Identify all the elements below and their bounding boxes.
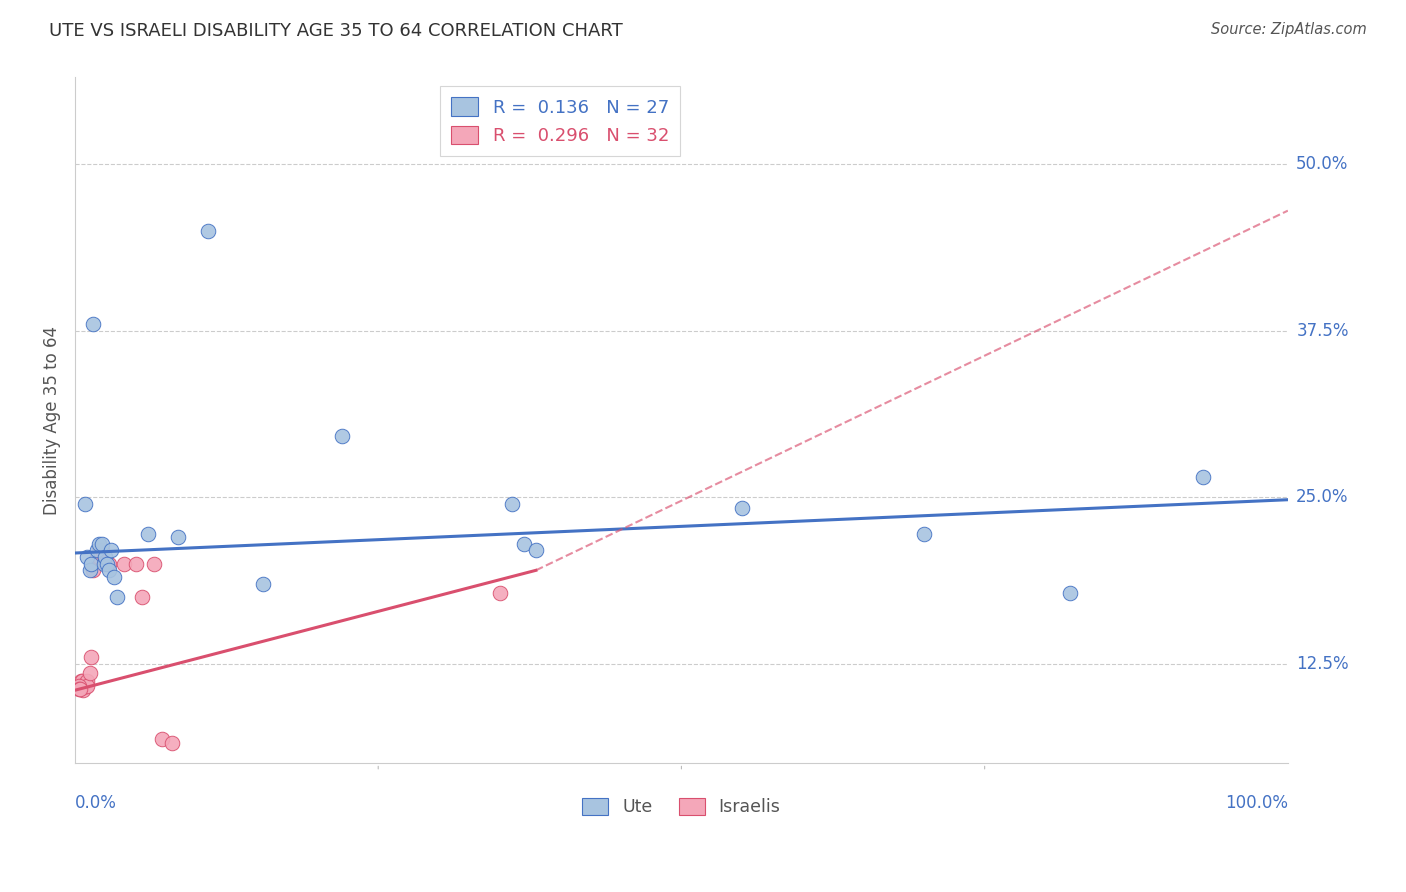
Point <box>70 679 93 693</box>
Point <box>76 679 98 693</box>
Point <box>513 537 536 551</box>
Legend: Ute, Israelis: Ute, Israelis <box>575 790 787 823</box>
Point <box>90 537 112 551</box>
Point <box>488 586 510 600</box>
Point <box>73 676 96 690</box>
Text: UTE VS ISRAELI DISABILITY AGE 35 TO 64 CORRELATION CHART: UTE VS ISRAELI DISABILITY AGE 35 TO 64 C… <box>49 22 623 40</box>
Point <box>72 679 94 693</box>
Point <box>82 317 104 331</box>
Point <box>142 557 165 571</box>
Point <box>80 557 103 571</box>
Point <box>150 732 173 747</box>
Point <box>89 537 111 551</box>
Point <box>1059 586 1081 600</box>
Text: 12.5%: 12.5% <box>1296 655 1348 673</box>
Point <box>89 543 111 558</box>
Point <box>136 527 159 541</box>
Point <box>100 543 122 558</box>
Point <box>131 590 153 604</box>
Text: 0.0%: 0.0% <box>75 794 117 812</box>
Point <box>72 673 94 688</box>
Point <box>94 549 117 564</box>
Point <box>79 665 101 680</box>
Point <box>70 673 93 688</box>
Point <box>76 673 98 688</box>
Point <box>160 737 183 751</box>
Y-axis label: Disability Age 35 to 64: Disability Age 35 to 64 <box>44 326 60 515</box>
Text: 100.0%: 100.0% <box>1225 794 1288 812</box>
Point <box>75 679 97 693</box>
Point <box>90 543 112 558</box>
Point <box>197 224 219 238</box>
Point <box>96 557 118 571</box>
Point <box>69 679 91 693</box>
Point <box>1192 470 1215 484</box>
Text: Source: ZipAtlas.com: Source: ZipAtlas.com <box>1211 22 1367 37</box>
Point <box>89 549 111 564</box>
Point <box>79 563 101 577</box>
Text: 37.5%: 37.5% <box>1296 321 1348 340</box>
Point <box>731 500 754 515</box>
Point <box>86 543 108 558</box>
Point <box>107 590 129 604</box>
Point <box>82 563 104 577</box>
Point <box>67 679 90 693</box>
Point <box>73 679 96 693</box>
Point <box>94 549 117 564</box>
Point <box>98 563 121 577</box>
Point <box>912 527 935 541</box>
Point <box>86 549 108 564</box>
Point <box>67 681 90 696</box>
Point <box>80 649 103 664</box>
Point <box>72 679 94 693</box>
Point <box>167 530 190 544</box>
Point <box>501 497 523 511</box>
Point <box>98 557 121 571</box>
Point <box>93 557 115 571</box>
Point <box>124 557 146 571</box>
Point <box>524 543 547 558</box>
Point <box>67 679 90 693</box>
Point <box>252 576 274 591</box>
Point <box>69 681 91 696</box>
Point <box>330 429 353 443</box>
Point <box>73 497 96 511</box>
Text: 50.0%: 50.0% <box>1296 155 1348 173</box>
Text: 25.0%: 25.0% <box>1296 488 1348 506</box>
Point <box>72 683 94 698</box>
Point <box>76 549 98 564</box>
Point <box>112 557 135 571</box>
Point <box>103 570 125 584</box>
